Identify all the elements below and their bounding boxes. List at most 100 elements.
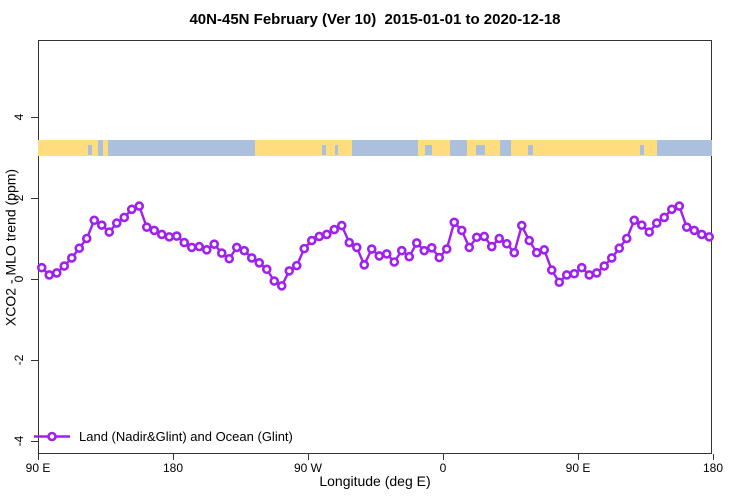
data-point (74, 243, 85, 254)
x-tick (442, 454, 444, 460)
chart-title: 40N-45N February (Ver 10) 2015-01-01 to … (189, 11, 561, 28)
data-point (434, 252, 445, 263)
map-band-segment-ocean_patch (640, 140, 644, 156)
map-band-segment-ocean (98, 140, 103, 156)
data-point (134, 201, 145, 211)
data-point (681, 222, 692, 232)
data-point (36, 262, 47, 273)
data-point (156, 229, 167, 240)
map-band-segment-ocean (352, 140, 418, 156)
data-point (396, 245, 407, 256)
map-band-segment-land (418, 140, 425, 156)
data-point (644, 227, 655, 237)
data-point (621, 233, 632, 244)
data-point (261, 264, 272, 275)
map-band-segment-land (485, 140, 500, 156)
x-tick-label: 90 W (293, 461, 322, 475)
data-point (231, 242, 242, 253)
map-band-segment-land (467, 140, 476, 156)
map-band-segment-land (644, 140, 657, 156)
map-band-segment-land (326, 140, 335, 156)
data-point (486, 241, 497, 252)
x-axis-title: Longitude (deg E) (319, 473, 431, 489)
x-tick-label: 0 (439, 461, 447, 475)
data-point (269, 276, 280, 286)
map-band-segment-ocean_patch (335, 140, 338, 156)
x-tick (307, 454, 309, 460)
map-band-segment-land (103, 140, 108, 156)
data-point (96, 220, 107, 230)
legend-line-marker-icon (34, 431, 70, 442)
y-tick (31, 116, 38, 118)
map-band-segment-ocean (108, 140, 255, 156)
data-point (209, 239, 220, 249)
data-point (171, 231, 182, 241)
data-point (404, 251, 415, 262)
y-tick (31, 197, 38, 199)
data-point (81, 233, 92, 244)
x-tick (577, 454, 579, 460)
data-point (516, 220, 527, 231)
data-point (321, 229, 332, 240)
data-point (561, 270, 572, 280)
x-tick (712, 454, 714, 460)
data-point (276, 281, 287, 291)
data-point (374, 251, 385, 261)
data-point (576, 262, 587, 273)
x-tick (172, 454, 174, 460)
map-band-segment-ocean_patch (322, 140, 326, 156)
map-band-segment-land (255, 140, 322, 156)
data-point (584, 270, 595, 280)
data-point (344, 237, 355, 248)
data-point (674, 201, 685, 211)
data-point (291, 260, 302, 271)
x-tick-label: 90 E (25, 461, 51, 475)
data-point (284, 266, 295, 276)
data-point (696, 229, 707, 240)
data-point (329, 224, 340, 235)
data-point (494, 233, 505, 244)
map-band-segment-land (511, 140, 528, 156)
data-series-line (40, 204, 710, 288)
map-band-segment-land (92, 140, 98, 156)
data-point (306, 235, 317, 246)
data-point (359, 260, 370, 270)
y-tick (31, 278, 38, 280)
data-point (546, 265, 557, 275)
map-band-segment-land (533, 140, 640, 156)
data-point (239, 245, 250, 256)
x-tick-label: 180 (162, 461, 184, 475)
legend-label: Land (Nadir&Glint) and Ocean (Glint) (79, 429, 293, 444)
data-point (524, 235, 535, 246)
data-point (224, 253, 235, 264)
map-band-segment-ocean (500, 140, 511, 156)
data-point (704, 232, 715, 242)
data-point (501, 238, 512, 249)
x-tick (37, 454, 39, 460)
map-band-segment-ocean_patch (476, 140, 485, 156)
data-point (44, 270, 55, 280)
data-point (479, 231, 490, 242)
data-point (119, 212, 130, 223)
data-point (366, 244, 377, 254)
legend: Land (Nadir&Glint) and Ocean (Glint) (33, 428, 293, 445)
data-point (449, 217, 460, 228)
data-point (614, 243, 625, 254)
data-point (539, 245, 550, 255)
data-point (186, 242, 197, 253)
data-point (599, 261, 610, 271)
data-point (194, 241, 205, 252)
data-point (66, 253, 77, 263)
y-tick (31, 440, 38, 442)
land-ocean-map-band (38, 140, 712, 156)
data-point (531, 247, 542, 258)
data-point (314, 231, 325, 242)
data-point (651, 218, 662, 228)
x-tick-label: 180 (702, 461, 724, 475)
data-point (246, 253, 257, 263)
map-band-segment-ocean_patch (425, 140, 432, 156)
data-point (164, 232, 175, 242)
data-point (659, 212, 670, 223)
map-band-segment-ocean_patch (88, 140, 92, 156)
